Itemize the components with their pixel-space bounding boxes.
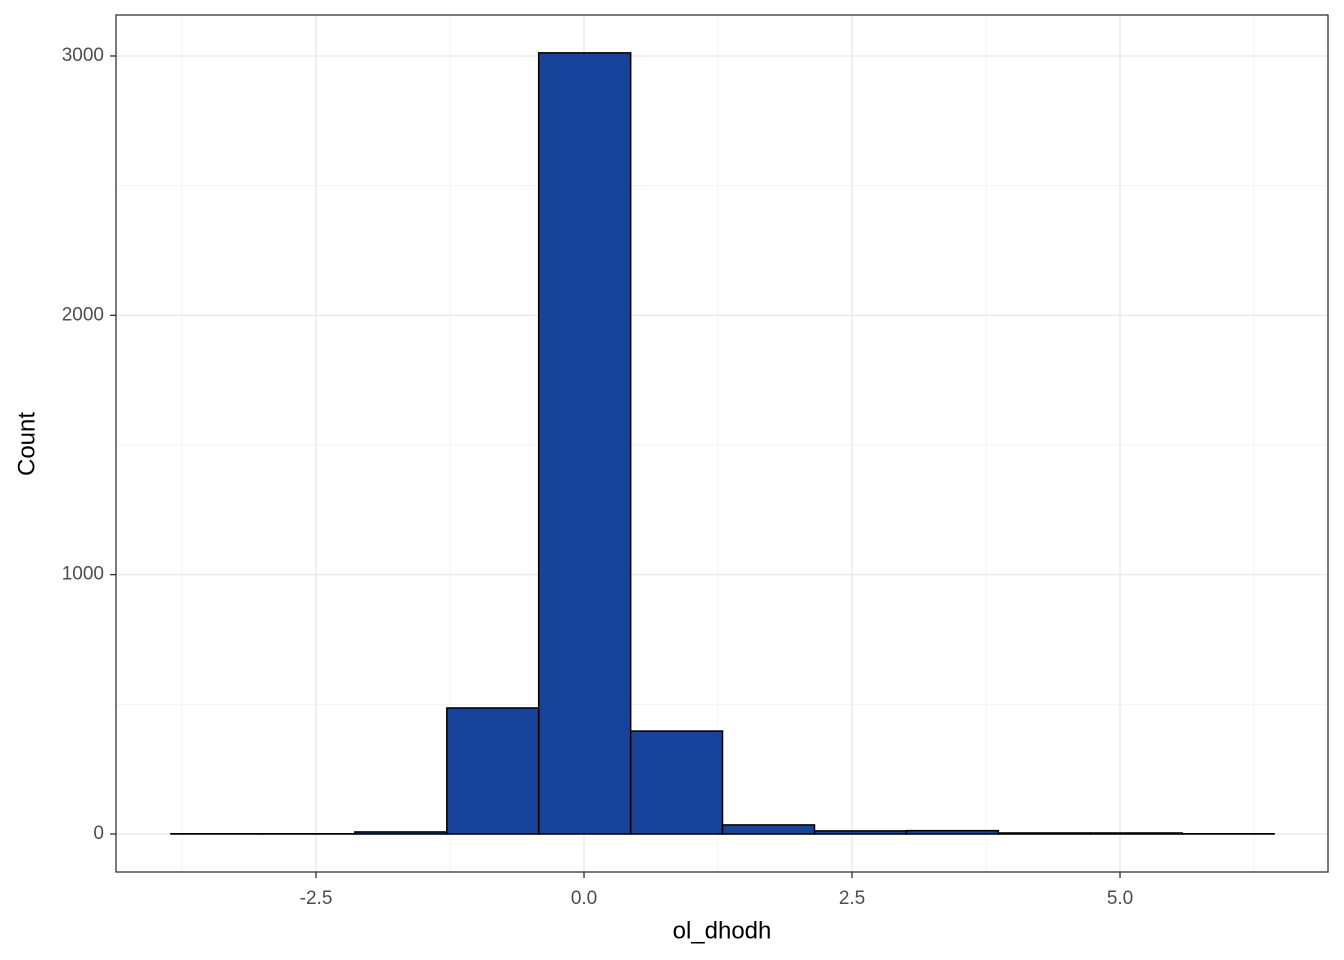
bar xyxy=(721,824,816,835)
x-tick-label: 5.0 xyxy=(1107,888,1133,909)
y-tick-label: 3000 xyxy=(62,45,104,66)
bar xyxy=(813,830,908,835)
x-tick-label: 0.0 xyxy=(571,888,597,909)
x-tick-label: -2.5 xyxy=(300,888,333,909)
y-tick-label: 0 xyxy=(93,823,104,844)
bar xyxy=(1089,832,1183,835)
bar xyxy=(537,52,632,835)
bar xyxy=(629,730,724,835)
x-axis-title: ol_dhodh xyxy=(673,917,772,944)
panel-border xyxy=(115,14,1329,873)
bar xyxy=(997,832,1091,835)
y-tick-label: 2000 xyxy=(62,304,104,325)
bar xyxy=(354,831,448,835)
bar xyxy=(905,829,1000,835)
x-tick-label: 2.5 xyxy=(839,888,865,909)
y-tick-label: 1000 xyxy=(62,564,104,585)
y-axis-title: Count xyxy=(13,412,40,476)
bar xyxy=(446,707,540,835)
